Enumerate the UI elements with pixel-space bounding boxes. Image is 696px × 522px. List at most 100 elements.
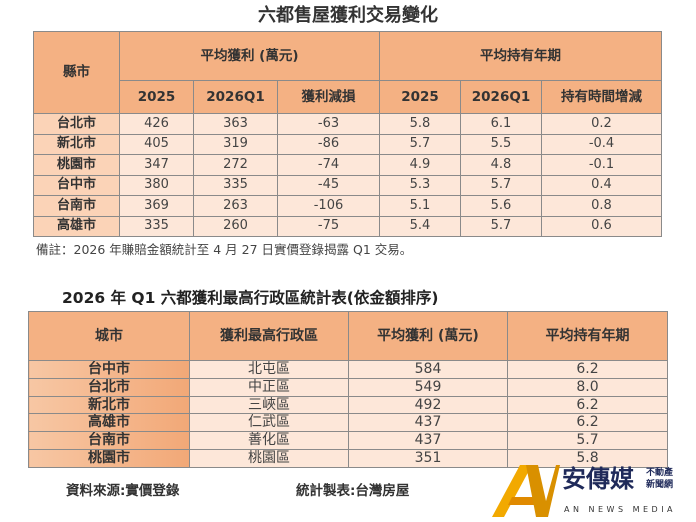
value-cell: 272	[193, 154, 278, 176]
value-cell: 善化區	[189, 431, 349, 450]
city-cell: 台南市	[28, 431, 190, 450]
logo-tag2: 新聞網	[646, 480, 674, 490]
city-cell: 台北市	[28, 377, 190, 397]
value-cell: 4.9	[379, 154, 461, 176]
value-cell: 426	[119, 113, 194, 135]
value-cell: 北屯區	[189, 360, 349, 379]
city-cell: 台中市	[33, 174, 120, 196]
value-cell: 6.2	[507, 360, 668, 379]
table-row: 高雄市 仁武區 437 6.2	[28, 413, 668, 433]
city-header: 縣市	[33, 31, 120, 114]
city-cell: 台南市	[33, 195, 120, 217]
value-cell: 8.0	[507, 377, 668, 397]
city-cell: 台中市	[28, 360, 190, 379]
value-cell: 351	[348, 448, 508, 468]
city-cell: 新北市	[28, 395, 190, 415]
city-cell: 新北市	[33, 133, 120, 155]
value-cell: 5.8	[507, 448, 668, 468]
table-row: 桃園市 347 272 -74 4.9 4.8 -0.1	[33, 154, 663, 176]
value-cell: -63	[277, 113, 380, 135]
table-row: 台中市 380 335 -45 5.3 5.7 0.4	[33, 174, 663, 196]
subheader-cell: 2026Q1	[193, 80, 278, 114]
value-cell: 335	[119, 215, 194, 237]
value-cell: 0.2	[540, 113, 663, 135]
value-cell: 4.8	[460, 154, 542, 176]
value-cell: 380	[119, 174, 194, 196]
city-cell: 高雄市	[33, 215, 120, 237]
value-cell: 5.3	[379, 174, 461, 196]
value-cell: 492	[348, 395, 508, 415]
city-cell: 桃園市	[28, 448, 190, 468]
table-row: 台北市 426 363 -63 5.8 6.1 0.2	[33, 113, 663, 135]
value-cell: 369	[119, 195, 194, 217]
value-cell: 5.7	[460, 215, 542, 237]
avg-profit-header: 平均獲利 (萬元)	[119, 31, 380, 81]
value-cell: -0.4	[540, 133, 663, 155]
value-cell: 5.8	[379, 113, 461, 135]
value-cell: 6.1	[460, 113, 542, 135]
value-cell: 405	[119, 133, 194, 155]
value-cell: 5.5	[460, 133, 542, 155]
table-row: 台南市 善化區 437 5.7	[28, 431, 668, 450]
avg-holding-header: 平均持有年期	[378, 31, 663, 81]
source-text: 資料來源:實價登錄	[66, 483, 180, 499]
value-cell: 0.8	[540, 195, 663, 217]
value-cell: -0.1	[540, 154, 663, 176]
value-cell: 5.7	[460, 174, 542, 196]
table-row: 新北市 三峽區 492 6.2	[28, 395, 668, 415]
profit-change-table: 縣市 平均獲利 (萬元) 平均持有年期 2025 2026Q1 獲利減損 2025 20…	[33, 31, 663, 237]
header-cell: 平均持有年期	[507, 311, 668, 361]
value-cell: 5.6	[460, 195, 542, 217]
value-cell: 桃園區	[189, 448, 349, 468]
value-cell: 5.7	[379, 133, 461, 155]
value-cell: 335	[193, 174, 278, 196]
table-row: 新北市 405 319 -86 5.7 5.5 -0.4	[33, 133, 663, 155]
maker-text: 統計製表:台灣房屋	[296, 483, 410, 499]
subheader-cell: 2025	[379, 80, 461, 114]
value-cell: 5.7	[507, 431, 668, 450]
logo-tag1: 不動產	[646, 468, 674, 478]
table-row: 桃園市 桃園區 351 5.8	[28, 448, 668, 468]
subheader-cell: 2026Q1	[460, 80, 542, 114]
value-cell: -86	[277, 133, 380, 155]
logo-en: AN NEWS MEDIA	[564, 505, 677, 514]
value-cell: 549	[348, 377, 508, 397]
value-cell: 437	[348, 431, 508, 450]
value-cell: -74	[277, 154, 380, 176]
logo-tags: 不動產 新聞網	[646, 467, 673, 491]
value-cell: 5.1	[379, 195, 461, 217]
value-cell: 三峽區	[189, 395, 349, 415]
value-cell: 6.2	[507, 413, 668, 433]
note: 備註：2026 年賺賠金額統計至 4 月 27 日實價登錄揭露 Q1 交易。	[36, 242, 413, 257]
city-cell: 高雄市	[28, 413, 190, 433]
value-cell: 5.4	[379, 215, 461, 237]
value-cell: 6.2	[507, 395, 668, 415]
value-cell: 584	[348, 360, 508, 379]
header-cell: 獲利最高行政區	[189, 311, 349, 361]
value-cell: 中正區	[189, 377, 349, 397]
value-cell: -75	[277, 215, 380, 237]
value-cell: 263	[193, 195, 278, 217]
section-title: 2026 年 Q1 六都獲利最高行政區統計表(依金額排序)	[62, 289, 439, 307]
value-cell: -106	[277, 195, 380, 217]
header-cell: 平均獲利 (萬元)	[348, 311, 508, 361]
top-district-table: 城市 獲利最高行政區 平均獲利 (萬元) 平均持有年期 台中市 北屯區 584 6.2 台北市…	[28, 311, 668, 468]
value-cell: 仁武區	[189, 413, 349, 433]
subheader-cell: 持有時間增減	[540, 80, 663, 114]
value-cell: 347	[119, 154, 194, 176]
value-cell: 319	[193, 133, 278, 155]
city-cell: 桃園市	[33, 154, 120, 176]
value-cell: 0.6	[540, 215, 663, 237]
table-row: 高雄市 335 260 -75 5.4 5.7 0.6	[33, 215, 663, 237]
value-cell: -45	[277, 174, 380, 196]
page-title: 六都售屋獲利交易變化	[258, 5, 438, 26]
city-cell: 台北市	[33, 113, 120, 135]
value-cell: 363	[193, 113, 278, 135]
logo-name: 安傳媒	[562, 465, 634, 493]
table-row: 台北市 中正區 549 8.0	[28, 377, 668, 397]
value-cell: 437	[348, 413, 508, 433]
an-logo-icon	[492, 465, 560, 517]
an-news-media-logo: 安傳媒 不動產 新聞網 AN NEWS MEDIA	[490, 461, 696, 521]
table-row: 台中市 北屯區 584 6.2	[28, 360, 668, 379]
subheader-cell: 2025	[119, 80, 194, 114]
